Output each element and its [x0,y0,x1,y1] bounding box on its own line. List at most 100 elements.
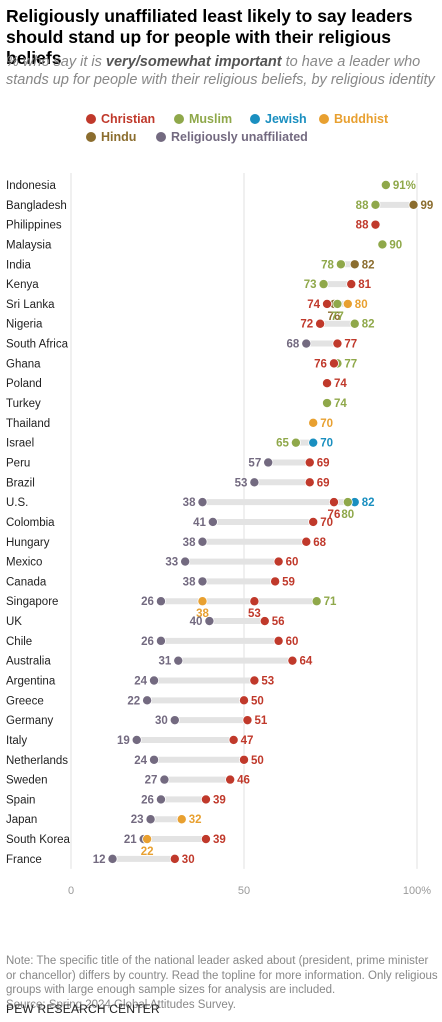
dot-muslim [311,596,322,607]
data-label-hindu: 99 [421,200,434,212]
dot-christian [270,576,281,587]
dot-religiously-unaffiliated [142,695,153,706]
dot-hindu [349,259,360,270]
dot-muslim [290,437,301,448]
row-label-thailand: Thailand [6,418,50,430]
row-label-sweden: Sweden [6,775,48,787]
dot-buddhist [308,417,319,428]
subtitle-post: to have a leader who stands up for peopl… [6,54,435,88]
dot-christian [200,834,211,845]
row-label-argentina: Argentina [6,676,56,688]
dot-religiously-unaffiliated [145,814,156,825]
data-label-religiously-unaffiliated: 38 [183,537,196,549]
data-label-christian: 47 [241,735,254,747]
dot-christian [308,516,319,527]
legend-marker [319,114,329,124]
data-label-christian: 70 [320,517,333,529]
legend-item-religiously-unaffiliated: Religiously unaffiliated [156,130,308,144]
row-label-malaysia: Malaysia [6,239,52,251]
dot-christian [370,219,381,230]
data-label-religiously-unaffiliated: 53 [235,477,248,489]
data-label-christian: 74 [307,299,320,311]
dot-buddhist [176,814,187,825]
legend-label: Muslim [189,112,233,126]
data-label-christian: 39 [213,794,226,806]
dot-religiously-unaffiliated [159,774,170,785]
dot-muslim [335,259,346,270]
data-label-religiously-unaffiliated: 26 [141,636,154,648]
data-label-religiously-unaffiliated: 30 [155,715,168,727]
data-label-christian: 76 [314,358,327,370]
dot-religiously-unaffiliated [169,715,180,726]
row-label-bangladesh: Bangladesh [6,200,67,212]
row-label-poland: Poland [6,378,42,390]
row-label-germany: Germany [6,715,54,727]
chart-title: Religiously unaffiliated least likely to… [6,6,413,68]
dot-muslim [322,398,333,409]
data-label-christian: 50 [251,695,264,707]
data-label-religiously-unaffiliated: 38 [183,497,196,509]
row-label-u-s-: U.S. [6,497,28,509]
dot-jewish [308,437,319,448]
data-label-christian: 56 [272,616,285,628]
dot-muslim [332,298,343,309]
data-label-christian: 69 [317,457,330,469]
data-label-christian: 60 [286,636,299,648]
dot-chart: 0 50 100% Indonesia 91% Bangladesh 99 88 Philipp… [6,173,434,897]
dot-buddhist [342,298,353,309]
data-label-christian: 53 [261,676,274,688]
data-label-hindu: 82 [362,259,375,271]
data-label-muslim: 82 [362,319,375,331]
row-label-spain: Spain [6,794,35,806]
row-label-australia: Australia [6,656,51,668]
row-label-singapore: Singapore [6,596,58,608]
row-label-sri-lanka: Sri Lanka [6,299,55,311]
pew-research-center-logo: PEW RESEARCH CENTER [6,1002,160,1016]
dot-christian [249,596,260,607]
data-label-religiously-unaffiliated: 19 [117,735,130,747]
row-label-brazil: Brazil [6,477,35,489]
dot-christian [332,338,343,349]
dot-christian [200,794,211,805]
data-label-muslim: 71 [324,596,337,608]
dot-christian [238,754,249,765]
data-label-christian: 69 [317,477,330,489]
note-text: Note: The specific title of the national… [6,955,438,996]
data-label-muslim: 80 [341,509,354,521]
row-label-kenya: Kenya [6,279,39,291]
dot-religiously-unaffiliated [155,794,166,805]
subtitle-emphasis: very/somewhat important [105,54,282,70]
data-label-christian: 68 [313,537,326,549]
dot-christian [273,556,284,567]
dot-religiously-unaffiliated [249,477,260,488]
legend-label: Hindu [101,130,137,144]
legend-marker [86,132,96,142]
data-label-christian: 88 [356,220,369,232]
dot-christian [328,358,339,369]
dot-muslim [377,239,388,250]
data-label-religiously-unaffiliated: 31 [158,656,171,668]
data-label-religiously-unaffiliated: 23 [131,814,144,826]
data-label-muslim: 65 [276,438,289,450]
data-label-hindu: 76 [328,311,341,323]
row-label-peru: Peru [6,457,30,469]
data-label-jewish: 70 [320,438,333,450]
data-label-religiously-unaffiliated: 22 [127,695,140,707]
data-label-christian: 51 [254,715,267,727]
legend-item-jewish: Jewish [250,112,307,126]
dot-christian [225,774,236,785]
row-label-indonesia: Indonesia [6,180,56,192]
dot-christian [304,477,315,488]
data-label-muslim: 90 [389,239,402,251]
data-label-religiously-unaffiliated: 26 [141,794,154,806]
dot-religiously-unaffiliated [155,596,166,607]
dot-buddhist [197,596,208,607]
data-label-buddhist: 70 [320,418,333,430]
row-label-mexico: Mexico [6,557,42,569]
data-label-christian: 46 [237,775,250,787]
legend-marker [174,114,184,124]
data-label-religiously-unaffiliated: 38 [183,576,196,588]
data-label-christian: 64 [299,656,312,668]
dot-religiously-unaffiliated [131,734,142,745]
dot-christian [238,695,249,706]
